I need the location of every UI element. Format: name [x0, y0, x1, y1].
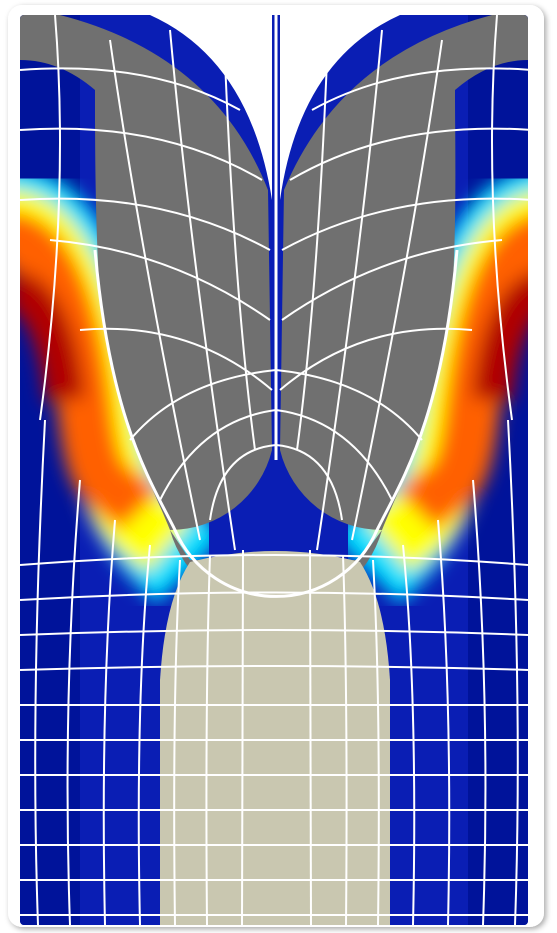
- gap: [20, 15, 272, 200]
- grey-lobe-left: [20, 15, 272, 530]
- mesh: [20, 15, 528, 925]
- gap: [280, 15, 528, 200]
- hot-band-left: [20, 167, 224, 604]
- core-region: [160, 551, 390, 925]
- interface-line: [93, 249, 459, 598]
- field-plot: [20, 15, 528, 925]
- hot-band-right: [333, 167, 528, 604]
